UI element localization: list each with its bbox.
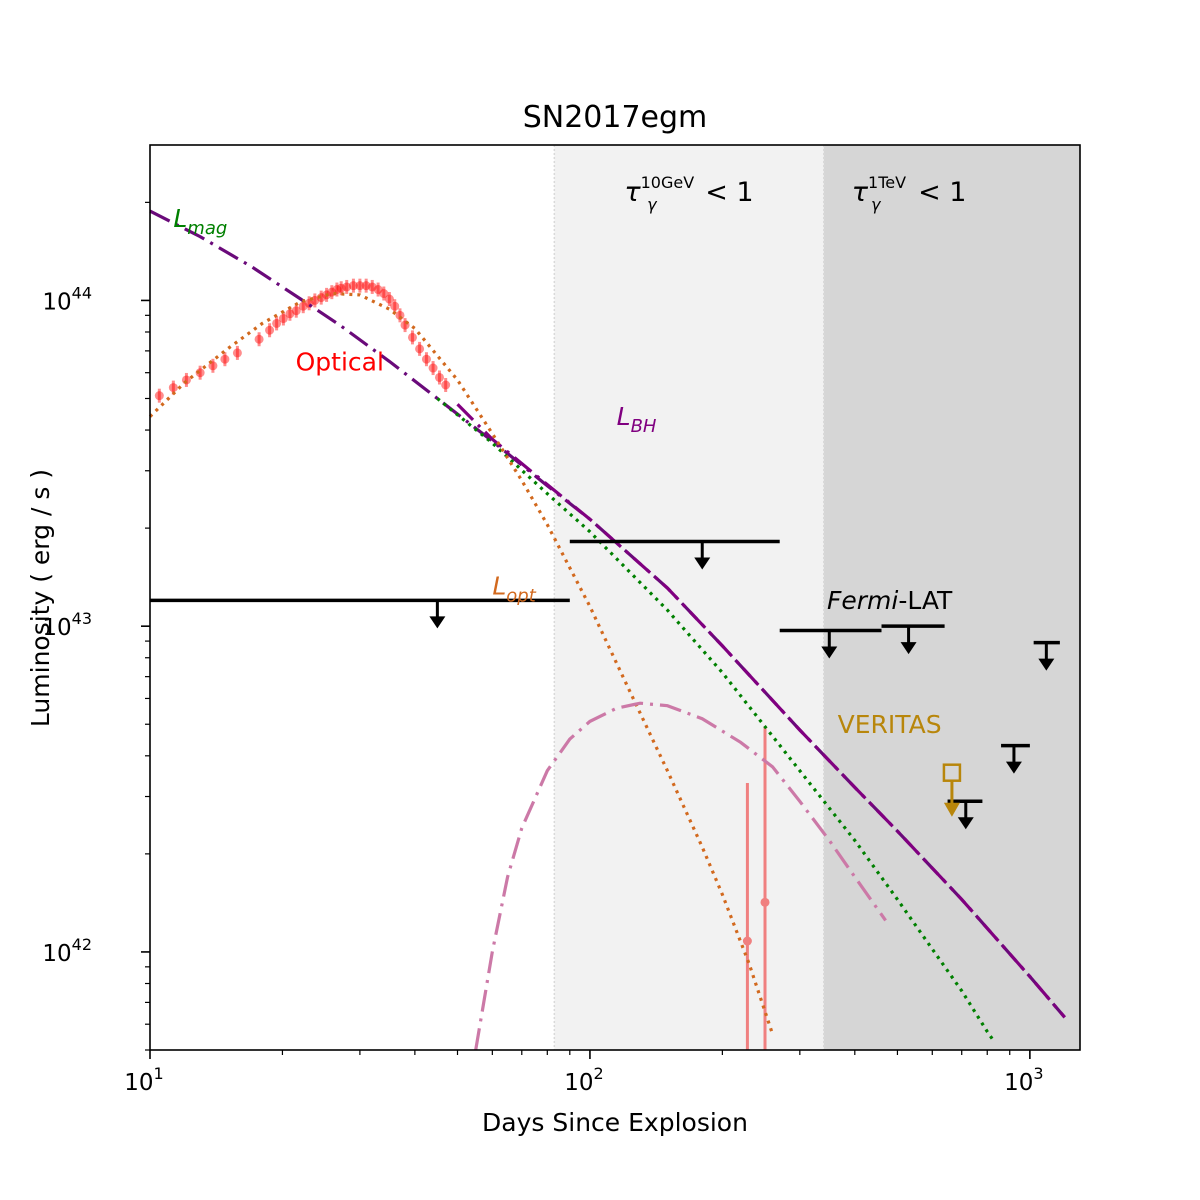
series-labels: Optical Lmag LBH Lopt Fermi-LAT VERITAS [173,204,953,739]
fermi-limit-arrow-head-4 [1038,658,1055,671]
y-tick-label: 1043 [42,609,92,641]
y-axis-label: Luminosity ( erg / s ) [26,469,55,727]
optical-point [355,281,365,291]
fermi-limit-arrow-head-0 [429,616,446,629]
optical-point [434,372,444,382]
series-line-green [436,397,996,1043]
fermi-limit-arrow-head-2 [821,646,838,659]
optical-point [168,383,178,393]
optical-point [348,281,358,291]
plot-frame [149,144,1081,1051]
label-optical: Optical [296,347,384,376]
optical-point [390,301,400,311]
optical-point [379,289,389,299]
shaded-region-1 [823,145,1080,1050]
veritas-limit-arrow-head [943,802,960,817]
optical-point [278,314,288,324]
series-line-l-opt [148,291,775,1035]
region-label-1: τ1TeV γ < 1 [852,173,967,214]
fermi-limit-arrow-head-6 [957,817,974,830]
optical-point [220,354,230,364]
fermi-limit-arrow-head-5 [1005,761,1022,774]
label-l-mag: Lmag [173,204,227,239]
annotation--lat: Fermi-LAT [827,586,953,615]
x-axis-ticks: 101 102 103 [124,1050,1044,1096]
fermi-limit-arrow-head-1 [694,557,711,570]
shaded-regions: τ10GeV γ < 1 τ1TeV γ < 1 [553,145,1080,1050]
annotation-veritas: VERITAS [838,710,942,739]
data-series [148,209,1066,1051]
x-tick-label: 101 [124,1064,163,1096]
upper-limits [150,539,1060,830]
label-l-bh: LBH [617,402,657,437]
fermi-limit-arrow-head-3 [900,642,917,655]
x-tick-label: 103 [1004,1064,1043,1096]
optical-point [407,332,417,342]
optical-point [428,363,438,373]
optical-point [291,306,301,316]
optical-point [285,309,295,319]
optical-point [441,380,451,390]
shaded-region-0 [554,145,824,1050]
y-tick-label: 1044 [42,283,92,315]
optical-point [384,294,394,304]
optical-point [298,301,308,311]
optical-point [421,354,431,364]
optical-point [342,282,352,292]
optical-point [254,334,264,344]
optical-point [332,285,342,295]
optical-point [265,325,275,335]
optical-point [232,348,242,358]
region-label-0: τ10GeV γ < 1 [624,173,753,214]
optical-point [373,285,383,295]
series-line-pink [474,701,887,1051]
optical-point [367,282,377,292]
optical-point [316,293,326,303]
optical-point [336,283,346,293]
chart-title: SN2017egm [523,100,708,135]
x-axis-label: Days Since Explosion [482,1108,748,1137]
x-tick-label: 102 [564,1064,603,1096]
optical-point [415,344,425,354]
label-l-opt: Lopt [492,572,536,607]
late-optical-point [742,936,752,946]
late-optical-point [760,897,770,907]
y-tick-label: 1042 [42,935,92,967]
optical-point [154,391,164,401]
optical-point [272,318,282,328]
series-line-l-bh [456,403,1066,1019]
y-axis-ticks: 1042 1043 1044 [42,201,150,1051]
optical-point [361,281,371,291]
